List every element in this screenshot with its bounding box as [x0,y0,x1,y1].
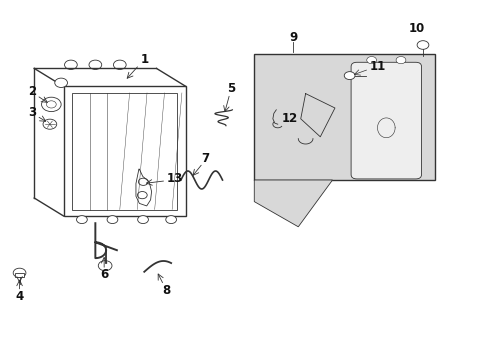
Text: 6: 6 [100,268,108,281]
Circle shape [366,57,376,64]
Circle shape [76,216,87,224]
Circle shape [395,57,405,64]
Circle shape [13,268,26,278]
Circle shape [98,261,112,271]
Text: 1: 1 [140,53,148,66]
Circle shape [113,60,126,69]
Circle shape [64,60,77,69]
Text: 11: 11 [369,60,386,73]
Text: 3: 3 [28,106,36,119]
Polygon shape [254,180,332,227]
Circle shape [138,178,148,185]
Circle shape [165,216,176,224]
Text: 7: 7 [201,152,209,165]
Text: 12: 12 [281,112,297,125]
Circle shape [46,101,56,108]
Circle shape [55,78,67,87]
Circle shape [138,216,148,224]
Text: 2: 2 [28,85,36,98]
Text: 4: 4 [16,291,23,303]
Circle shape [344,72,354,80]
Text: 10: 10 [408,22,425,35]
FancyBboxPatch shape [350,62,421,179]
Polygon shape [63,86,185,216]
Text: 5: 5 [227,82,235,95]
Circle shape [137,192,147,199]
Circle shape [43,119,57,129]
Circle shape [416,41,428,49]
Circle shape [41,97,61,112]
Bar [254,54,434,180]
Circle shape [89,60,102,69]
Circle shape [107,216,118,224]
Text: 8: 8 [162,284,170,297]
Text: 13: 13 [166,172,183,185]
Text: 9: 9 [289,31,297,44]
FancyBboxPatch shape [15,273,24,277]
Polygon shape [72,93,177,210]
